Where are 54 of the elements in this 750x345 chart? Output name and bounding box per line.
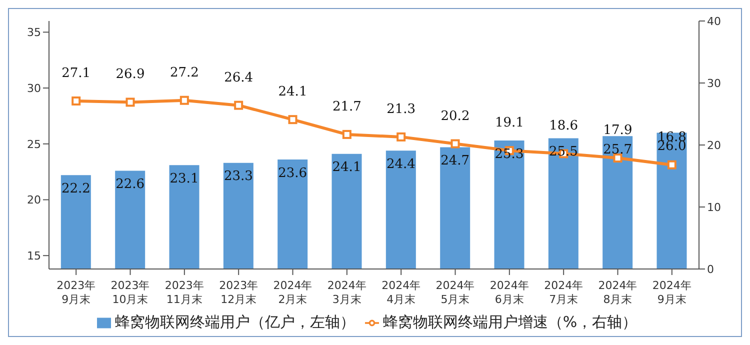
data-label: 24.1 bbox=[332, 160, 362, 176]
data-label: 19.1 bbox=[494, 116, 524, 131]
point bbox=[667, 160, 676, 170]
point bbox=[72, 96, 81, 106]
x-tick-label: 2024年 5月末 bbox=[436, 279, 475, 306]
point bbox=[234, 100, 244, 110]
data-label: 24.7 bbox=[440, 153, 470, 168]
data-label: 26.4 bbox=[224, 70, 254, 86]
data-label: 21.3 bbox=[386, 102, 416, 117]
x-tick-label: 2024年 6月末 bbox=[490, 279, 529, 306]
x-tick-label: 2023年 11月末 bbox=[164, 279, 204, 306]
data-label: 22.2 bbox=[61, 181, 90, 196]
data-label: 26.9 bbox=[116, 67, 145, 82]
data-label: 18.6 bbox=[549, 118, 578, 134]
legend-label: 蜂窝物联网终端用户增速（%，右轴） bbox=[382, 313, 638, 331]
data-label: 17.9 bbox=[603, 123, 632, 138]
x-tick-label: 2024年 7月末 bbox=[544, 279, 584, 306]
data-label: 23.1 bbox=[170, 171, 199, 186]
data-label: 25.7 bbox=[603, 142, 632, 158]
y2-tick-label: 40 bbox=[707, 14, 721, 28]
y2-tick-label: 10 bbox=[707, 200, 721, 214]
point bbox=[288, 115, 298, 124]
legend-label: 蜂窝物联网终端用户（亿户，左轴） bbox=[114, 313, 355, 331]
x-tick-label: 2024年 2月末 bbox=[273, 279, 312, 306]
data-label: 27.2 bbox=[170, 65, 199, 80]
x-tick-label: 2024年 3月末 bbox=[327, 279, 366, 306]
x-tick-label: 2024年 4月末 bbox=[382, 279, 421, 306]
point bbox=[342, 130, 352, 139]
x-tick-label: 2024年 9月末 bbox=[652, 279, 692, 306]
y2-tick-label: 20 bbox=[707, 138, 721, 152]
data-label: 23.6 bbox=[278, 166, 308, 181]
point bbox=[450, 139, 460, 148]
data-label: 24.4 bbox=[386, 156, 416, 172]
data-label: 22.6 bbox=[116, 176, 145, 192]
data-label: 23.3 bbox=[224, 169, 253, 184]
point bbox=[126, 98, 135, 107]
x-tick-label: 2024年 8月末 bbox=[598, 279, 638, 306]
y-tick-label: 20 bbox=[27, 194, 41, 207]
data-label: 24.1 bbox=[278, 84, 308, 100]
y-tick-label: 30 bbox=[27, 82, 41, 95]
x-tick-label: 2023年 12月末 bbox=[219, 279, 258, 306]
y2-tick-label: 0 bbox=[707, 262, 714, 276]
x-tick-label: 2023年 10月末 bbox=[110, 279, 150, 306]
data-label: 21.7 bbox=[332, 99, 362, 114]
y-tick-label: 25 bbox=[27, 138, 41, 151]
y-tick-label: 35 bbox=[27, 26, 41, 40]
y2-tick-label: 30 bbox=[707, 76, 721, 90]
x-tick-label: 2023年 9月末 bbox=[56, 279, 96, 306]
point bbox=[396, 132, 406, 142]
data-label: 27.1 bbox=[62, 66, 91, 81]
point bbox=[180, 96, 189, 105]
point bbox=[613, 154, 622, 163]
data-label: 20.2 bbox=[440, 108, 470, 124]
y-tick-label: 15 bbox=[27, 250, 41, 262]
